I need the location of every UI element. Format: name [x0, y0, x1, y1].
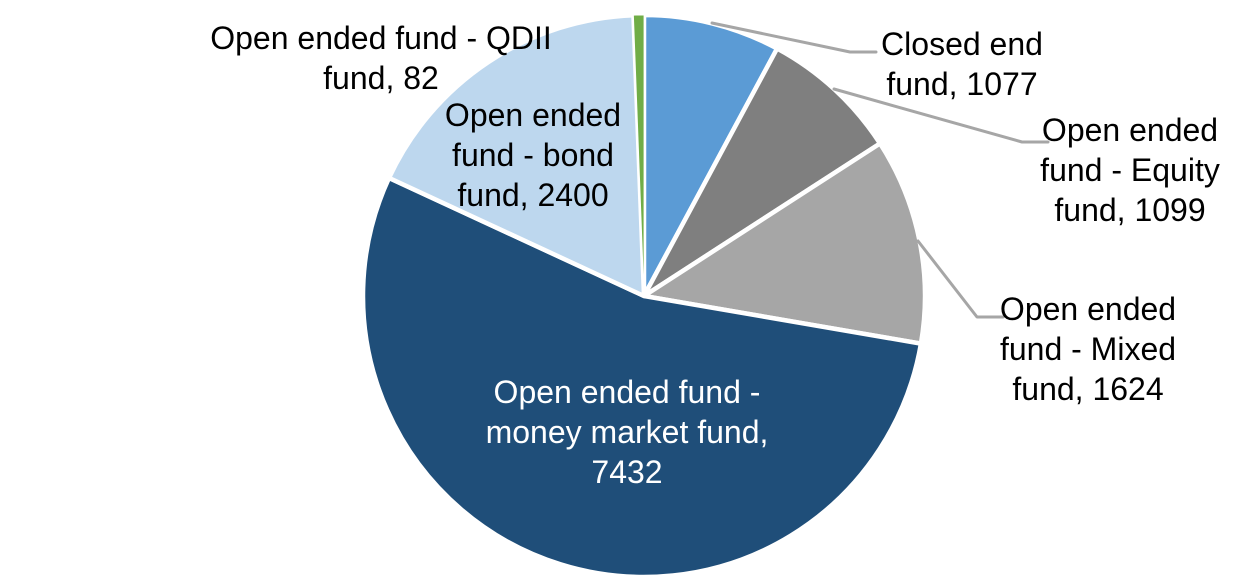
data-label-line: fund - Equity	[1040, 152, 1220, 188]
pie-slice-open-ended-fund-qdii-fund	[633, 14, 645, 297]
data-label-line: Open ended	[444, 97, 622, 133]
data-label-line: Open ended	[1041, 112, 1219, 148]
data-label-open-ended-fund-bond-fund: Open ended fund - bond fund, 2400	[445, 95, 621, 215]
data-label-line: fund, 1624	[1012, 371, 1164, 407]
data-label-open-ended-fund-money-market-fund: Open ended fund - money market fund, 7432	[486, 372, 769, 492]
leader-line-open-ended-fund-equity-fund	[832, 87, 1050, 144]
data-label-line: Open ended fund -	[493, 374, 761, 410]
data-label-line: Open ended	[999, 291, 1177, 327]
data-label-line: fund - Mixed	[999, 331, 1177, 367]
pie-slice-open-ended-fund-mixed-fund	[641, 141, 928, 346]
data-label-line: money market fund,	[485, 414, 769, 450]
data-label-closed-end-fund: Closed end fund, 1077	[881, 24, 1043, 104]
data-label-open-ended-fund-qdii-fund: Open ended fund - QDII fund, 82	[210, 18, 552, 98]
data-label-line: 7432	[591, 454, 663, 490]
data-label-line: fund, 82	[323, 60, 439, 96]
data-label-line: Closed end	[881, 26, 1043, 62]
data-label-line: fund, 2400	[457, 177, 609, 213]
leader-line-open-ended-fund-mixed-fund	[916, 239, 1005, 319]
data-label-line: Open ended fund - QDII	[210, 20, 552, 56]
data-label-line: fund - bond	[452, 137, 614, 173]
pie-slice-open-ended-fund-bond-fund	[386, 12, 647, 299]
pie-slice-open-ended-fund-money-market-fund	[360, 175, 924, 580]
data-label-open-ended-fund-mixed-fund: Open ended fund - Mixed fund, 1624	[1000, 289, 1176, 409]
data-label-line: fund, 1099	[1054, 192, 1206, 228]
data-label-line: fund, 1077	[886, 66, 1038, 102]
data-label-open-ended-fund-equity-fund: Open ended fund - Equity fund, 1099	[1040, 110, 1220, 230]
leader-line-closed-end-fund	[710, 21, 878, 54]
